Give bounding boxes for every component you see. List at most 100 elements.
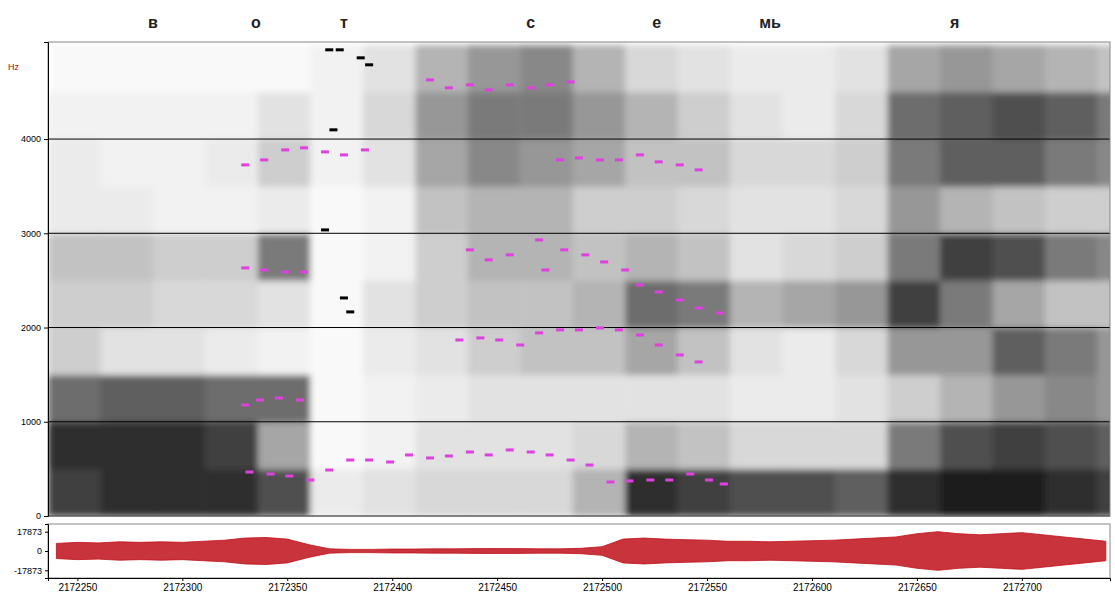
grid-line [48, 139, 1110, 140]
tick: 2172450 [478, 578, 517, 593]
spectrogram-cell [258, 233, 311, 281]
spectrogram-cell [1045, 422, 1098, 470]
tick: 2172350 [268, 578, 307, 593]
spectrogram-cell [940, 328, 993, 376]
spectrogram-cell [835, 328, 888, 376]
tick-label: 2172300 [163, 582, 202, 593]
formant-point [325, 48, 333, 51]
spectrogram-cell [625, 139, 678, 187]
spectrogram-cell [100, 469, 153, 516]
formant-point [676, 298, 684, 301]
formant-series [241, 266, 308, 273]
spectrogram-cell [625, 92, 678, 140]
spectrogram-cell [153, 469, 206, 516]
spectrogram-cell [363, 92, 416, 140]
spectrogram-cell [468, 92, 521, 140]
tick-mark [45, 532, 48, 533]
formant-series [241, 397, 304, 407]
spectrogram-cell [678, 375, 731, 423]
spectrogram-cell [783, 469, 836, 516]
tick: 1000 [21, 417, 48, 427]
formant-point [281, 148, 289, 151]
tick: 2172300 [163, 578, 202, 593]
formant-point [567, 80, 575, 83]
spectrogram-cell [678, 422, 731, 470]
spectrogram-cell [258, 375, 311, 423]
spectrogram-cell [415, 375, 468, 423]
formant-point [585, 464, 593, 467]
spectrogram-cell [625, 469, 678, 516]
formant-point [256, 398, 264, 401]
segment-label: е [652, 14, 661, 31]
spectrogram-cell [205, 92, 258, 140]
waveform [56, 532, 1105, 571]
formant-point [695, 360, 703, 363]
spectrogram-cell [48, 469, 101, 516]
spectrogram-cell [415, 233, 468, 281]
spectrogram-cell [730, 328, 783, 376]
tick-label: 2172700 [1003, 582, 1042, 593]
tick: 2172500 [583, 578, 622, 593]
tick-mark [392, 578, 393, 581]
tick-mark [45, 570, 48, 571]
axis-line [45, 525, 49, 579]
formant-point [556, 328, 564, 331]
formant-point [527, 86, 535, 89]
formant-point [596, 326, 604, 329]
formant-point [546, 83, 554, 86]
spectrogram-cell [48, 328, 101, 376]
spectrogram-cell [678, 139, 731, 187]
spectrogram-cell [835, 280, 888, 328]
axis-title: Hz [8, 62, 19, 72]
formant-point [516, 343, 524, 346]
formant-point [535, 331, 543, 334]
formant-point [575, 156, 583, 159]
formant-point [245, 470, 253, 473]
spectrogram-cell [468, 328, 521, 376]
tick-mark [44, 422, 48, 423]
spectrogram-cell [153, 328, 206, 376]
tick: 2172550 [688, 578, 727, 593]
spectrogram-cell [258, 469, 311, 516]
formant-series [245, 448, 727, 485]
spectrogram-cell [625, 186, 678, 234]
tick: 0 [36, 511, 48, 521]
formant-point [241, 403, 249, 406]
formant-point [485, 88, 493, 91]
spectrogram-cell [573, 233, 626, 281]
spectrogram-cell [625, 233, 678, 281]
spectrogram-cell [205, 375, 258, 423]
spectrogram-cell [730, 186, 783, 234]
spectrogram-cell [888, 92, 941, 140]
spectrogram-cell [678, 186, 731, 234]
spectrogram-cell [363, 280, 416, 328]
tick-mark [44, 328, 48, 329]
spectrogram-cell [48, 92, 101, 140]
spectrogram-cell [153, 280, 206, 328]
formant-point [560, 248, 568, 251]
spectrogram-cell [520, 328, 573, 376]
spectrogram-cell [310, 422, 363, 470]
spectrogram-cell [205, 469, 258, 516]
formant-point [300, 270, 308, 273]
segment-label: т [340, 14, 348, 31]
formant-point [445, 86, 453, 89]
tick-mark [287, 578, 288, 581]
y-axis: 01000200030004000 [21, 43, 49, 522]
formant-point [365, 459, 373, 462]
tick: 4000 [21, 134, 48, 144]
spectrogram-cell [153, 45, 206, 93]
formant-point [636, 283, 644, 286]
tick-label: 2172400 [373, 582, 412, 593]
formant-layer [241, 48, 728, 485]
tick-label: 2172650 [898, 582, 937, 593]
spectrogram-cell [1045, 328, 1098, 376]
formant-series [455, 326, 702, 363]
tick: 2000 [21, 323, 48, 333]
spectrogram-cell [888, 186, 941, 234]
formant-point [260, 268, 268, 271]
tick-mark [44, 139, 48, 140]
spectrogram-cell [415, 139, 468, 187]
spectrogram-cell [992, 469, 1045, 516]
spectrogram-cell [468, 186, 521, 234]
